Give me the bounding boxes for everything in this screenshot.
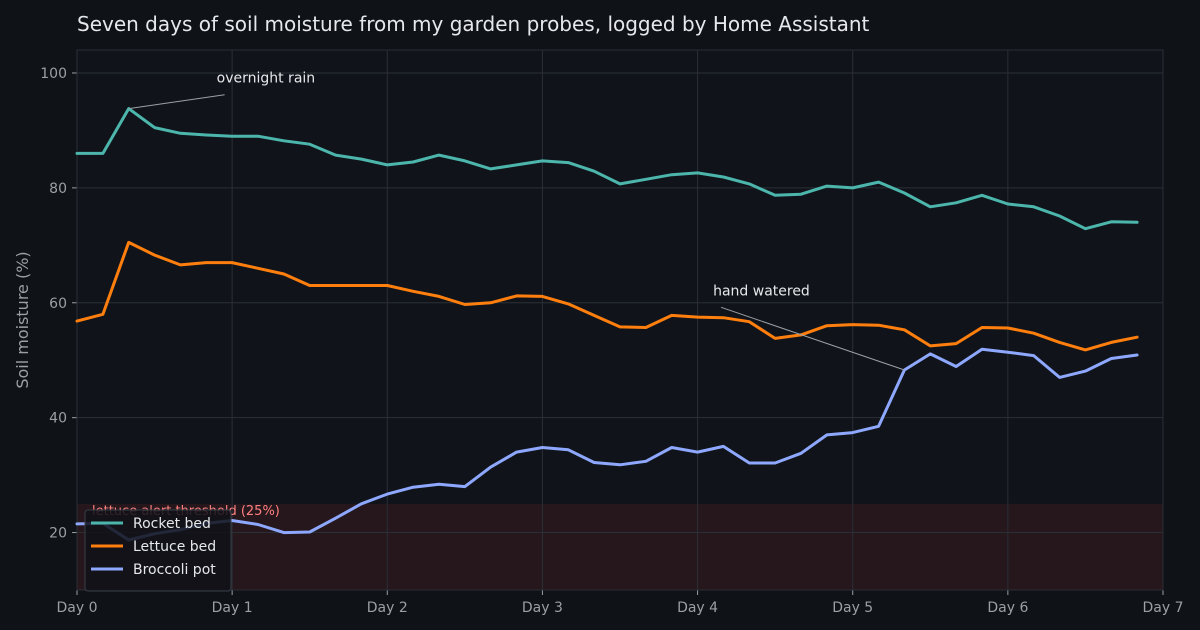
overnight-rain-arrow (128, 94, 225, 110)
overnight-rain-annotation: overnight rain (217, 71, 316, 87)
x-tick-label: Day 4 (677, 600, 718, 616)
plot-area (77, 50, 1163, 590)
hand-watered-arrow (720, 306, 905, 371)
y-tick-label: 80 (49, 181, 67, 197)
x-tick-label: Day 6 (987, 600, 1028, 616)
x-tick-label: Day 1 (212, 600, 253, 616)
legend-label-lettuce-bed: Lettuce bed (133, 539, 216, 555)
legend-label-rocket-bed: Rocket bed (133, 516, 211, 532)
y-tick-label: 20 (49, 526, 67, 542)
x-tick-label: Day 5 (832, 600, 873, 616)
series-lines (75, 107, 1139, 542)
threshold-band (77, 503, 1163, 590)
legend-box (84, 509, 232, 592)
legend-label-broccoli-pot: Broccoli pot (133, 562, 216, 578)
x-tick-label: Day 0 (56, 600, 97, 616)
x-tick-label: Day 3 (522, 600, 563, 616)
x-tick-label: Day 2 (367, 600, 408, 616)
chart-title: Seven days of soil moisture from my gard… (77, 12, 870, 36)
legend: Rocket bed Lettuce bed Broccoli pot (84, 509, 232, 592)
y-tick-label: 100 (40, 66, 67, 82)
rocket-bed-line (75, 107, 1139, 231)
y-tick-label: 40 (49, 411, 67, 427)
y-tick-label: 60 (49, 296, 67, 312)
grid (76, 50, 1164, 590)
y-axis-label: Soil moisture (%) (13, 251, 32, 388)
annotations: overnight rain hand watered (128, 71, 905, 371)
hand-watered-annotation: hand watered (713, 283, 810, 299)
lettuce-bed-line (75, 240, 1139, 352)
broccoli-pot-line (75, 347, 1139, 542)
x-tick-label: Day 7 (1142, 600, 1183, 616)
